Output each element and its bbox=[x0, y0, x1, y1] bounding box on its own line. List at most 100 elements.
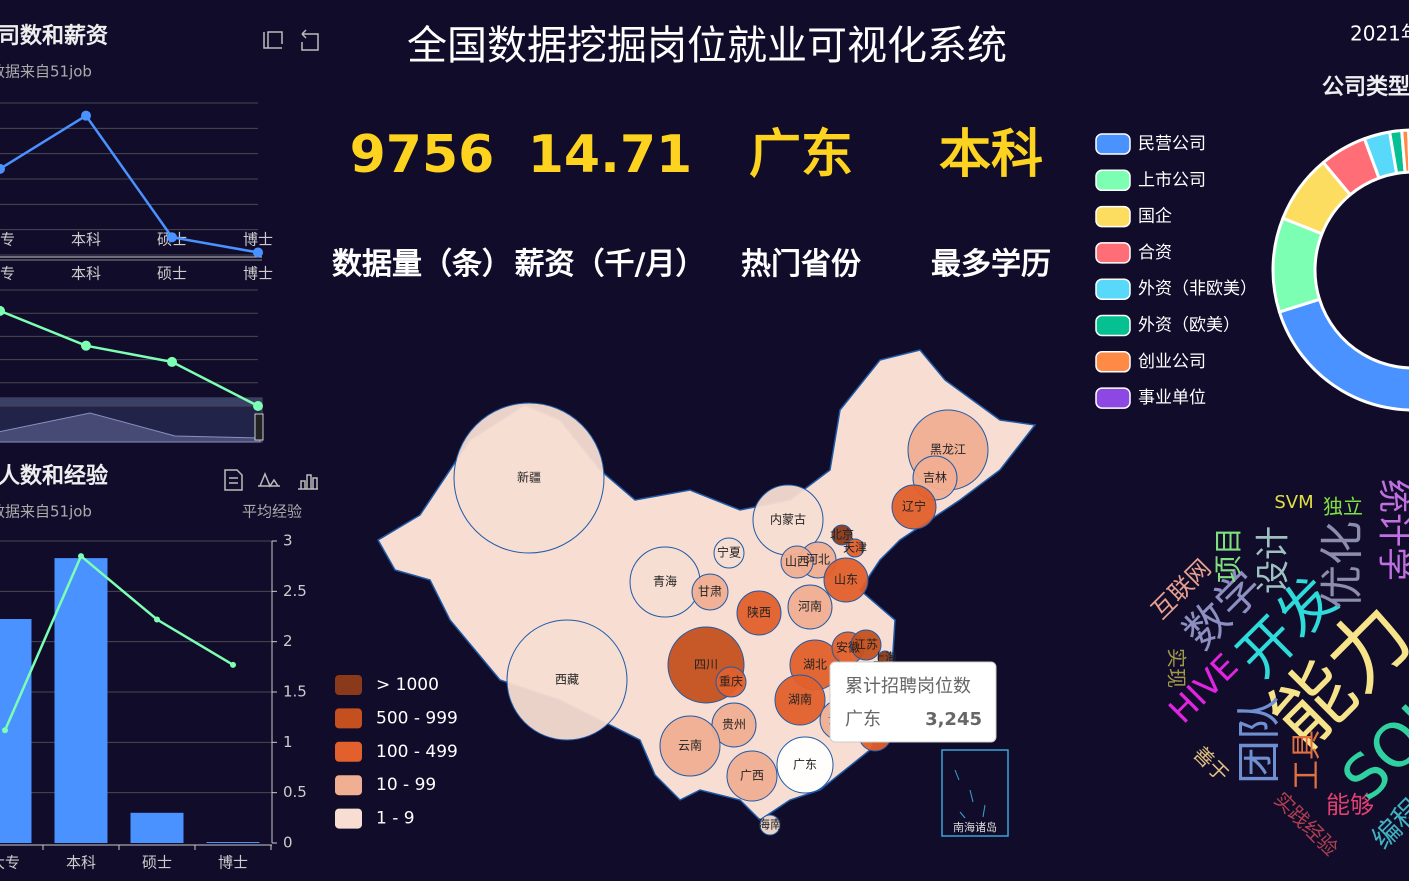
region bbox=[759, 814, 781, 836]
page-title: 全国数据挖掘岗位就业可视化系统 bbox=[407, 23, 1007, 69]
bar-icon[interactable] bbox=[298, 474, 318, 490]
kpi-label: 薪资（千/月） bbox=[515, 247, 706, 282]
point bbox=[81, 340, 91, 351]
restore-icon[interactable] bbox=[301, 29, 319, 51]
data-zoom[interactable] bbox=[0, 397, 264, 443]
region-label: 四川 bbox=[694, 658, 718, 672]
toolbox[interactable] bbox=[224, 469, 318, 491]
region-label: 江苏 bbox=[854, 638, 878, 652]
x-tick-label: 大专 bbox=[0, 231, 15, 249]
y2-tick-label: 0 bbox=[283, 834, 293, 852]
y2-tick-label: 2 bbox=[283, 632, 293, 650]
point bbox=[154, 616, 160, 623]
region-label: 北京 bbox=[830, 528, 854, 542]
chart-title: 公司类型 bbox=[1322, 75, 1409, 100]
legend-label: 10 - 99 bbox=[376, 775, 436, 795]
word: 实现 bbox=[1165, 648, 1189, 688]
region bbox=[713, 537, 745, 569]
point bbox=[0, 305, 5, 316]
zoom-icon[interactable] bbox=[263, 31, 283, 49]
legend-swatch bbox=[335, 775, 362, 796]
date: 2021年 bbox=[1350, 22, 1409, 46]
word: 统计学 bbox=[1374, 479, 1409, 581]
zoom-bar[interactable] bbox=[0, 398, 262, 406]
region-label: 辽宁 bbox=[902, 499, 926, 514]
legend-item[interactable]: 国企 bbox=[1095, 205, 1172, 228]
region-label: 重庆 bbox=[719, 675, 743, 689]
word: 团队 bbox=[1234, 696, 1285, 784]
legend-item[interactable]: 创业公司 bbox=[1095, 351, 1206, 373]
region-label: 安徽 bbox=[836, 640, 860, 655]
word: 工具 bbox=[1290, 730, 1325, 790]
region-label: 甘肃 bbox=[698, 585, 722, 599]
region bbox=[715, 666, 747, 698]
region bbox=[823, 557, 869, 603]
tooltip bbox=[829, 661, 997, 743]
legend-swatch bbox=[1095, 387, 1131, 409]
legend-item[interactable]: 外资（非欧美） bbox=[1095, 278, 1257, 300]
legend-swatch bbox=[1095, 169, 1131, 192]
region-label: 河北 bbox=[806, 553, 830, 567]
legend-item[interactable]: 上市公司 bbox=[1095, 169, 1206, 192]
x-tick-label: 博士 bbox=[243, 231, 273, 249]
region bbox=[845, 538, 865, 558]
x-tick-label: 本科 bbox=[66, 854, 96, 872]
legend-item[interactable]: 合资 bbox=[1095, 242, 1172, 264]
region-label: 广东 bbox=[793, 758, 817, 772]
x-tick-label: 本科 bbox=[71, 231, 101, 249]
region-label: 宁夏 bbox=[717, 545, 741, 560]
y2-tick-label: 3 bbox=[283, 532, 293, 550]
legend-label: 民营公司 bbox=[1138, 134, 1206, 154]
legend-swatch bbox=[1095, 278, 1131, 300]
word: 项目 bbox=[1212, 527, 1245, 583]
x-tick-label: 硕士 bbox=[142, 854, 172, 872]
region-label: 湖南 bbox=[788, 692, 812, 707]
region bbox=[780, 545, 814, 579]
legend-item[interactable]: 事业单位 bbox=[1095, 387, 1206, 409]
region-label: 山东 bbox=[834, 573, 858, 587]
legend-swatch bbox=[335, 808, 362, 829]
kpi-value: 广东 bbox=[749, 125, 853, 185]
tooltip-value: 3,245 bbox=[925, 709, 982, 730]
tooltip-name: 广东 bbox=[845, 709, 881, 730]
x-tick-label: 本科 bbox=[71, 265, 101, 283]
line-icon[interactable] bbox=[258, 472, 280, 488]
region bbox=[774, 674, 826, 726]
point bbox=[78, 553, 84, 560]
region bbox=[831, 524, 853, 546]
region-label: 湖北 bbox=[803, 657, 827, 672]
kpi-label: 数据量（条） bbox=[332, 247, 512, 282]
toolbox[interactable] bbox=[263, 29, 319, 51]
legend-item[interactable]: 民营公司 bbox=[1095, 133, 1206, 155]
point bbox=[167, 356, 177, 367]
region-label: 广西 bbox=[740, 769, 764, 783]
region-label: 吉林 bbox=[923, 471, 947, 485]
line-series bbox=[0, 113, 259, 254]
chart-subtitle: 数据来自51job bbox=[0, 63, 92, 81]
point bbox=[0, 163, 5, 174]
legend-item[interactable]: 外资（欧美） bbox=[1095, 314, 1240, 337]
legend-swatch bbox=[335, 741, 362, 762]
region bbox=[891, 484, 937, 530]
legend-label: 事业单位 bbox=[1138, 388, 1206, 408]
point bbox=[230, 661, 236, 668]
word: SVM bbox=[1274, 492, 1313, 513]
region-label: 海南 bbox=[758, 817, 782, 832]
region-label: 贵州 bbox=[722, 718, 746, 732]
region-label: 上海 bbox=[873, 650, 897, 665]
region bbox=[453, 402, 605, 554]
kpi-value: 9756 bbox=[350, 125, 495, 185]
chart-title: 人数和经验 bbox=[0, 463, 108, 489]
region-label: 天津 bbox=[843, 541, 867, 555]
legend-swatch bbox=[1095, 314, 1131, 337]
legend-label: 创业公司 bbox=[1138, 352, 1206, 372]
region bbox=[659, 715, 721, 777]
zoom-handle[interactable] bbox=[254, 413, 264, 441]
bar bbox=[130, 812, 184, 843]
data-view-icon[interactable] bbox=[224, 469, 243, 491]
x-tick-label: 博士 bbox=[218, 854, 248, 872]
y2-tick-label: 1.5 bbox=[283, 683, 307, 701]
word: 设计 bbox=[1254, 526, 1294, 594]
legend-label: 500 - 999 bbox=[376, 708, 458, 728]
